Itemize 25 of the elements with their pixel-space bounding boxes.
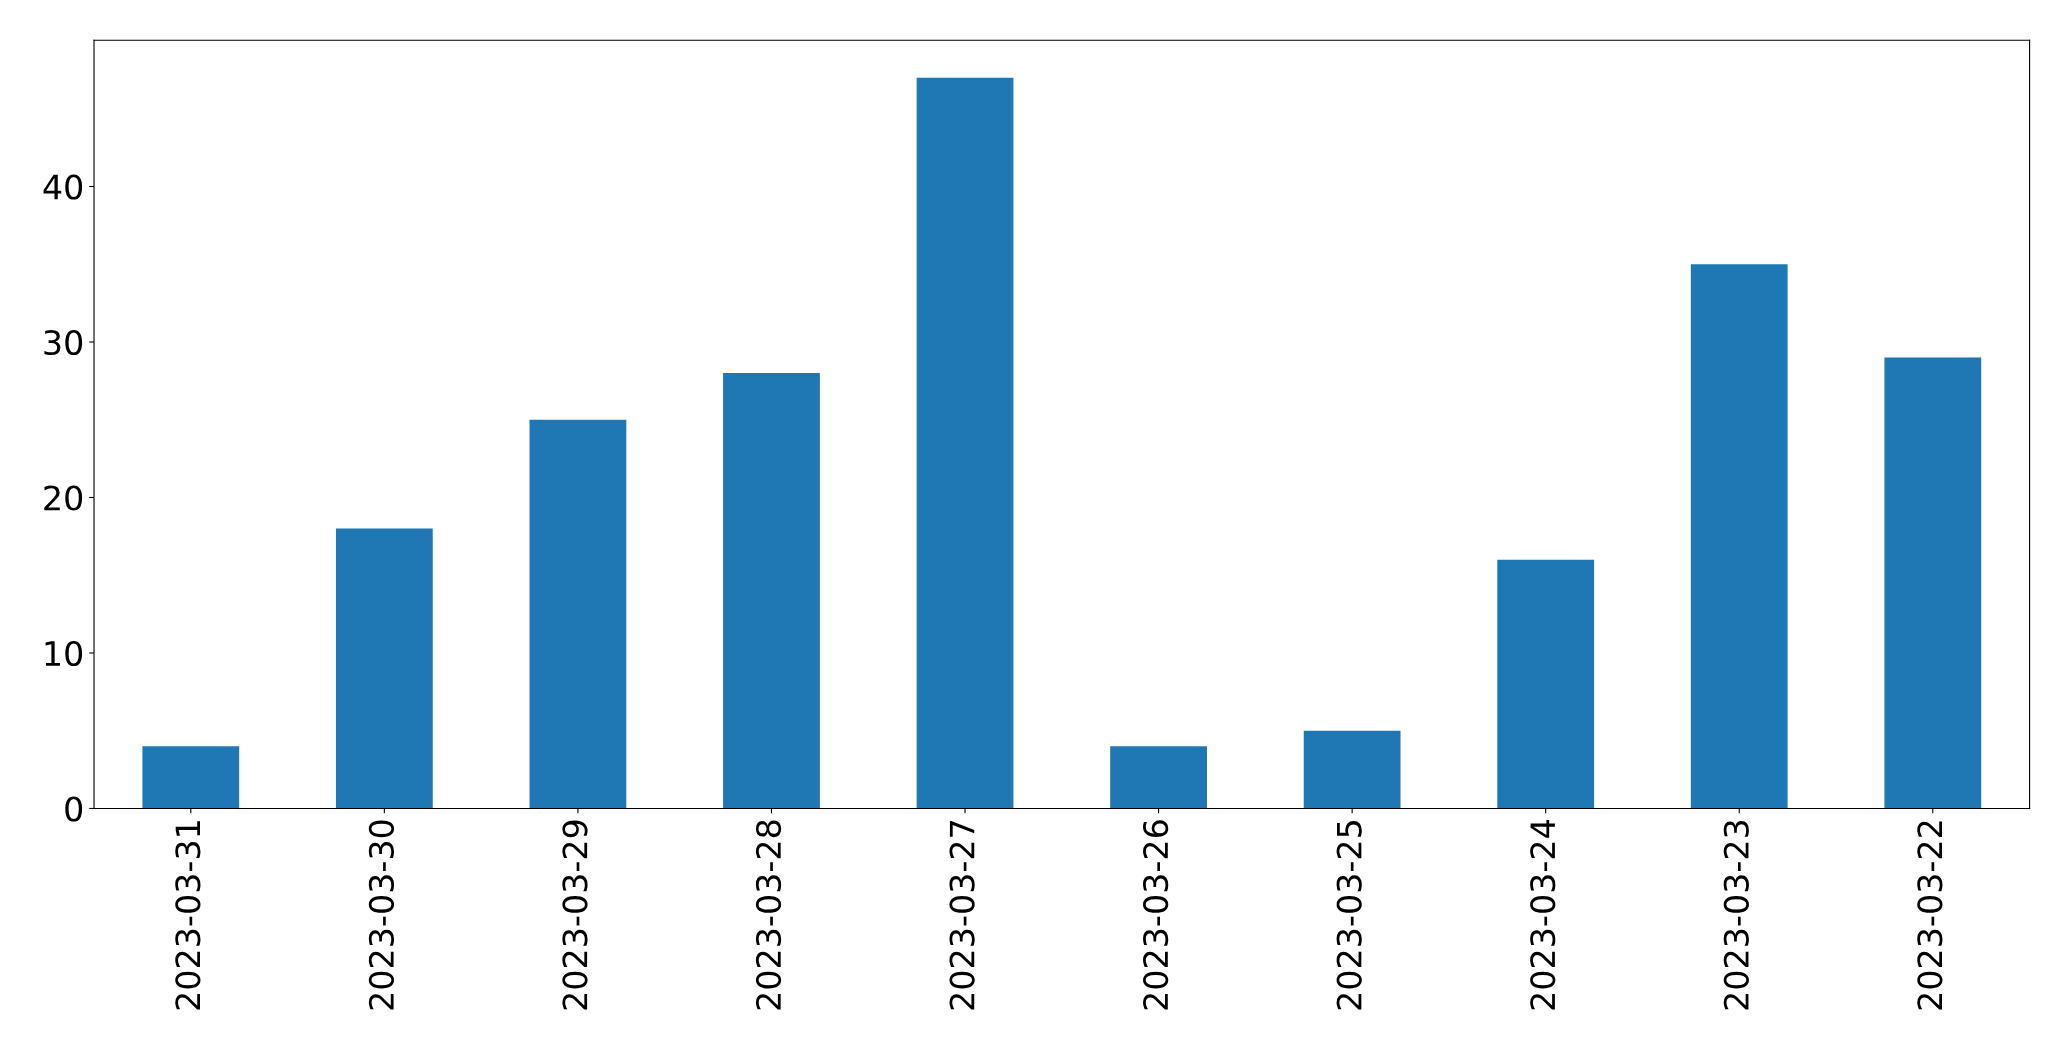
bar bbox=[723, 373, 820, 809]
x-tick-label: 2023-03-22 bbox=[1917, 821, 1943, 1010]
y-tick-label: 40 bbox=[43, 174, 83, 200]
x-tick-label: 2023-03-26 bbox=[1143, 820, 1169, 1010]
x-tick-label: 2023-03-31 bbox=[175, 821, 201, 1010]
y-tick-label: 20 bbox=[44, 485, 83, 511]
x-tick-label: 2023-03-27 bbox=[949, 821, 975, 1010]
x-tick-label: 2023-03-30 bbox=[368, 820, 395, 1010]
bar bbox=[142, 746, 240, 809]
bar bbox=[529, 419, 627, 809]
bar bbox=[1497, 559, 1595, 809]
y-tick-label: 0 bbox=[65, 796, 83, 822]
x-tick-label: 2023-03-23 bbox=[1723, 820, 1749, 1010]
y-tick-label: 30 bbox=[44, 329, 83, 356]
bar bbox=[1690, 264, 1788, 809]
x-tick-label: 2023-03-28 bbox=[755, 820, 782, 1010]
bar bbox=[335, 528, 433, 809]
x-tick-label: 2023-03-24 bbox=[1530, 820, 1556, 1010]
bar bbox=[1303, 730, 1401, 809]
bar bbox=[1884, 357, 1982, 809]
bar bbox=[916, 77, 1014, 809]
bar bbox=[1110, 746, 1207, 809]
y-tick-label: 10 bbox=[45, 640, 83, 667]
x-tick-label: 2023-03-29 bbox=[562, 820, 588, 1010]
x-tick-label: 2023-03-25 bbox=[1336, 821, 1362, 1010]
